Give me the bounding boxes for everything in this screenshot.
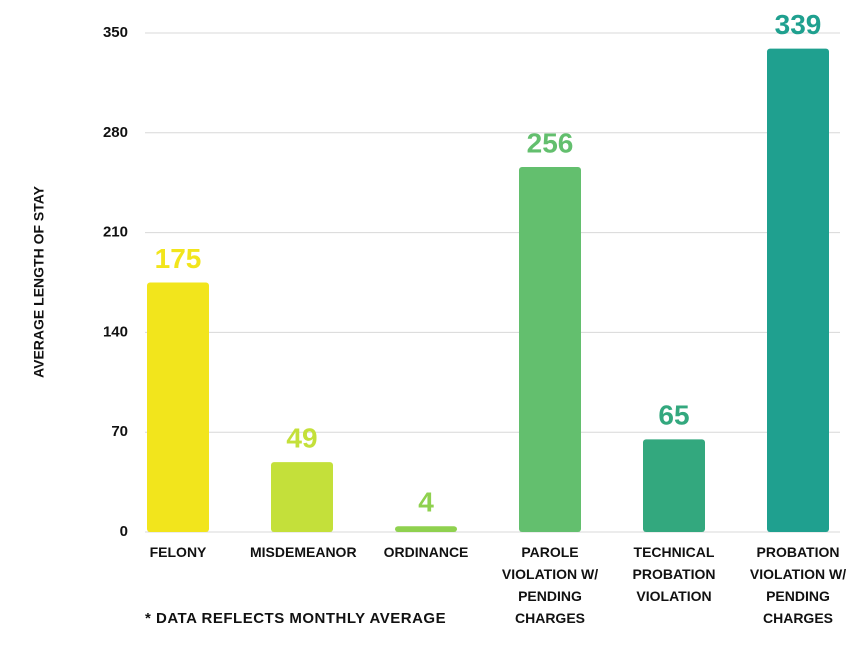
footnote: * DATA REFLECTS MONTHLY AVERAGE (145, 610, 447, 627)
x-tick-label: ORDINANCE (383, 544, 469, 560)
y-tick-label: 210 (103, 224, 128, 241)
value-label: 4 (418, 487, 434, 518)
y-tick-label: 350 (103, 24, 128, 41)
bar (147, 282, 209, 532)
bar (395, 526, 457, 532)
x-tick-label: FELONY (149, 544, 207, 560)
x-tick-label: MISDEMEANOR (250, 544, 357, 560)
bar (519, 167, 581, 532)
bar (271, 462, 333, 532)
value-label: 49 (286, 423, 317, 454)
y-tick-label: 0 (120, 523, 128, 540)
y-tick-label: 280 (103, 124, 128, 141)
bar (767, 48, 829, 532)
value-label: 175 (155, 243, 202, 274)
x-tick-label: PAROLE VIOLATION W/ PENDING CHARGES (501, 544, 599, 626)
x-tick-label: TECHNICAL PROBATION VIOLATION (632, 544, 716, 604)
y-tick-label: 140 (103, 323, 128, 340)
value-label: 256 (527, 127, 574, 158)
value-label: 65 (658, 400, 689, 431)
y-axis-title: AVERAGE LENGTH OF STAY (31, 185, 47, 378)
bar (643, 439, 705, 532)
value-label: 339 (775, 9, 822, 40)
x-tick-label: PROBATION VIOLATION W/ PENDING CHARGES (749, 544, 847, 626)
y-tick-label: 70 (111, 423, 128, 440)
